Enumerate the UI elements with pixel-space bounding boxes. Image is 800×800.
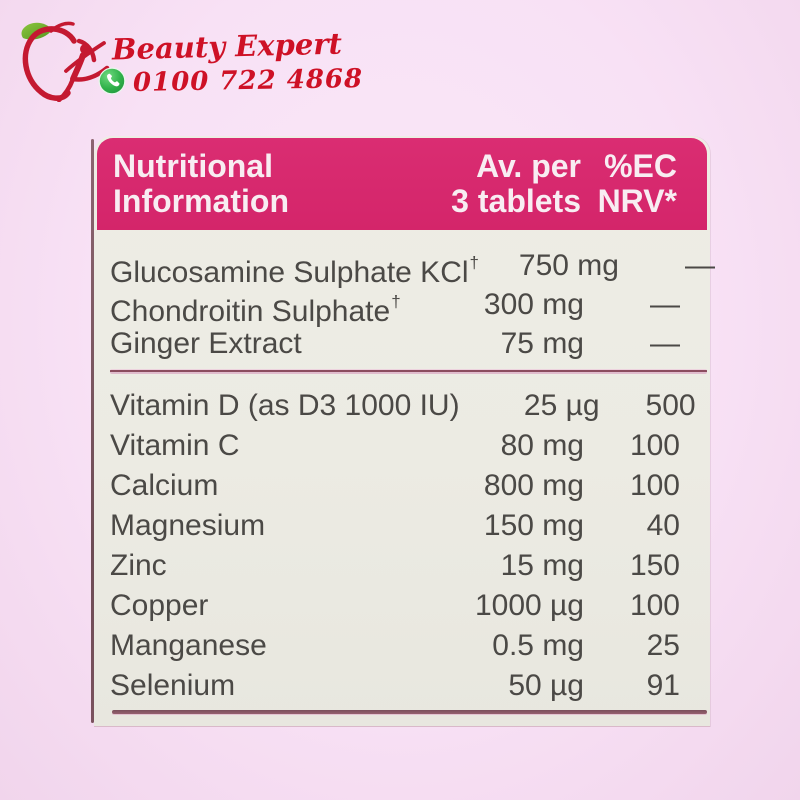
table-row: Copper 1000 µg 100	[94, 586, 710, 626]
header-amount-col: Av. per 3 tablets	[441, 149, 581, 219]
header-nrv-col: %EC NRV*	[581, 149, 677, 219]
nutrient-amount: 0.5 mg	[492, 629, 584, 662]
nutrient-amount: 300 mg	[483, 288, 584, 321]
header-title-line1: Nutritional	[113, 148, 273, 184]
nutrient-nrv: —	[685, 249, 715, 282]
section-divider	[110, 369, 707, 374]
nutrient-name: Chondroitin Sulphate†	[110, 292, 401, 328]
nutrient-amount: 750 mg	[518, 249, 619, 282]
table-row: Zinc 15 mg 150	[94, 546, 710, 586]
dagger-mark: †	[469, 253, 479, 272]
nutrient-nrv: 25	[646, 629, 680, 662]
nutrition-header: Nutritional Information Av. per 3 tablet…	[97, 138, 707, 230]
nutrient-nrv: 100	[629, 469, 680, 502]
header-title: Nutritional Information	[113, 149, 441, 219]
bottom-rule	[112, 710, 707, 714]
nutrient-name: Manganese	[110, 629, 267, 662]
table-row: Chondroitin Sulphate† 300 mg —	[94, 285, 710, 328]
nutrient-amount: 80 mg	[500, 429, 584, 462]
table-row: Ginger Extract 75 mg —	[94, 324, 710, 363]
nutrient-nrv: —	[650, 288, 680, 321]
table-row: Glucosamine Sulphate KCl† 750 mg —	[94, 246, 715, 289]
header-nrv-line1: %EC	[604, 148, 677, 184]
nutrient-name: Glucosamine Sulphate KCl†	[110, 253, 479, 289]
nutrient-amount: 150 mg	[483, 509, 584, 542]
nutrient-nrv: 500	[645, 389, 696, 422]
nutrient-name: Magnesium	[110, 509, 266, 542]
brand-name: Beauty Expert	[111, 26, 343, 67]
nutrient-name: Selenium	[110, 669, 236, 702]
apple-dancer-logo-icon	[21, 21, 110, 102]
active-ingredients-section: Glucosamine Sulphate KCl† 750 mg — Chondroi…	[94, 230, 715, 363]
table-row: Calcium 800 mg 100	[94, 466, 710, 506]
store-logo: Beauty Expert 0100 722 4868	[14, 10, 363, 110]
nutrient-name: Copper	[110, 589, 209, 622]
dagger-mark: †	[391, 292, 401, 311]
table-row: Selenium 50 µg 91	[94, 666, 710, 706]
label-left-edge	[91, 139, 94, 723]
header-amount-line1: Av. per	[476, 148, 581, 184]
nutrient-nrv: 100	[629, 429, 680, 462]
nutrient-amount: 1000 µg	[474, 589, 584, 622]
table-row: Vitamin D (as D3 1000 IU) 25 µg 500	[94, 386, 710, 426]
table-row: Vitamin C 80 mg 100	[94, 426, 710, 466]
nutrient-name: Zinc	[110, 549, 167, 582]
nutrient-name: Vitamin C	[110, 429, 240, 462]
nutrient-nrv: 100	[629, 589, 680, 622]
table-row: Manganese 0.5 mg 25	[94, 626, 710, 666]
nutrient-nrv: 91	[646, 669, 680, 702]
phone-row: 0100 722 4868	[98, 63, 364, 99]
nutrient-amount: 15 mg	[500, 549, 584, 582]
nutrient-nrv: 150	[629, 549, 680, 582]
nutrient-amount: 25 µg	[523, 389, 600, 422]
nutrient-nrv: —	[650, 327, 680, 360]
nutrient-amount: 75 mg	[500, 327, 584, 360]
phone-number: 0100 722 4868	[132, 63, 364, 99]
nutrition-label: Nutritional Information Av. per 3 tablet…	[94, 136, 715, 727]
nutrient-name: Vitamin D (as D3 1000 IU)	[110, 389, 460, 422]
nutrient-name: Calcium	[110, 469, 219, 502]
table-row: Magnesium 150 mg 40	[94, 506, 710, 546]
vitamins-minerals-section: Vitamin D (as D3 1000 IU) 25 µg 500 Vitamin…	[94, 374, 710, 706]
whatsapp-icon	[98, 67, 126, 95]
nutrient-amount: 50 µg	[508, 669, 584, 702]
header-nrv-line2: NRV*	[597, 183, 677, 219]
header-title-line2: Information	[113, 183, 289, 219]
nutrient-name: Ginger Extract	[110, 327, 302, 360]
header-amount-line2: 3 tablets	[451, 183, 581, 219]
nutrient-nrv: 40	[646, 509, 680, 542]
nutrient-amount: 800 mg	[483, 469, 584, 502]
